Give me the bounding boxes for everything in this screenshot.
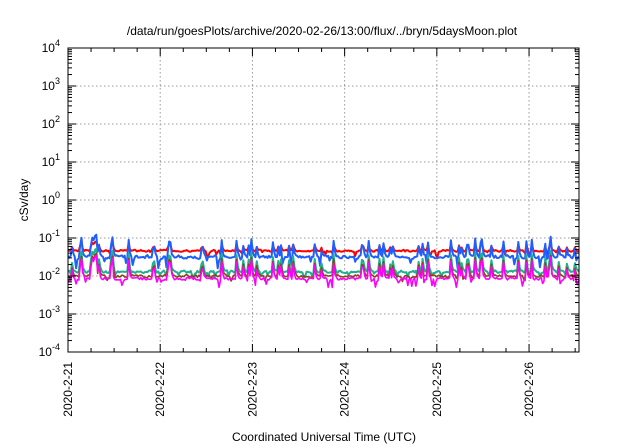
y-tick-label: 101 (42, 152, 60, 169)
x-tick-label: 2020-2-25 (430, 362, 444, 417)
x-tick-labels: 2020-2-21 2020-2-22 2020-2-23 2020-2-24 2020… (61, 362, 536, 417)
y-tick-label: 10-3 (39, 304, 60, 321)
y-tick-label: 103 (42, 76, 60, 93)
y-tick-label: 100 (42, 190, 60, 207)
x-tick-label: 2020-2-21 (61, 362, 75, 417)
x-tick-label: 2020-2-26 (522, 362, 536, 417)
y-tick-label: 10-4 (39, 342, 60, 359)
series-line (67, 254, 580, 289)
series-line (67, 233, 580, 270)
chart-title: /data/run/goesPlots/archive/2020-02-26/1… (127, 24, 518, 38)
x-tick-label: 2020-2-23 (245, 362, 259, 417)
y-axis-label: cSv/day (17, 179, 31, 222)
series-group (67, 233, 580, 289)
axis-ticks (67, 47, 579, 353)
y-tick-label: 102 (42, 114, 60, 131)
series-line (67, 252, 580, 283)
series-line (67, 247, 580, 280)
y-tick-label: 10-2 (39, 266, 60, 283)
y-tick-labels: 10-4 10-3 10-2 10-1 100 101 102 103 104 (39, 38, 60, 359)
y-tick-label: 104 (42, 38, 60, 55)
x-axis-label: Coordinated Universal Time (UTC) (232, 430, 416, 444)
grid-lines (68, 48, 579, 352)
y-tick-label: 10-1 (39, 228, 60, 245)
x-tick-label: 2020-2-24 (338, 362, 352, 417)
x-tick-label: 2020-2-22 (153, 362, 167, 417)
